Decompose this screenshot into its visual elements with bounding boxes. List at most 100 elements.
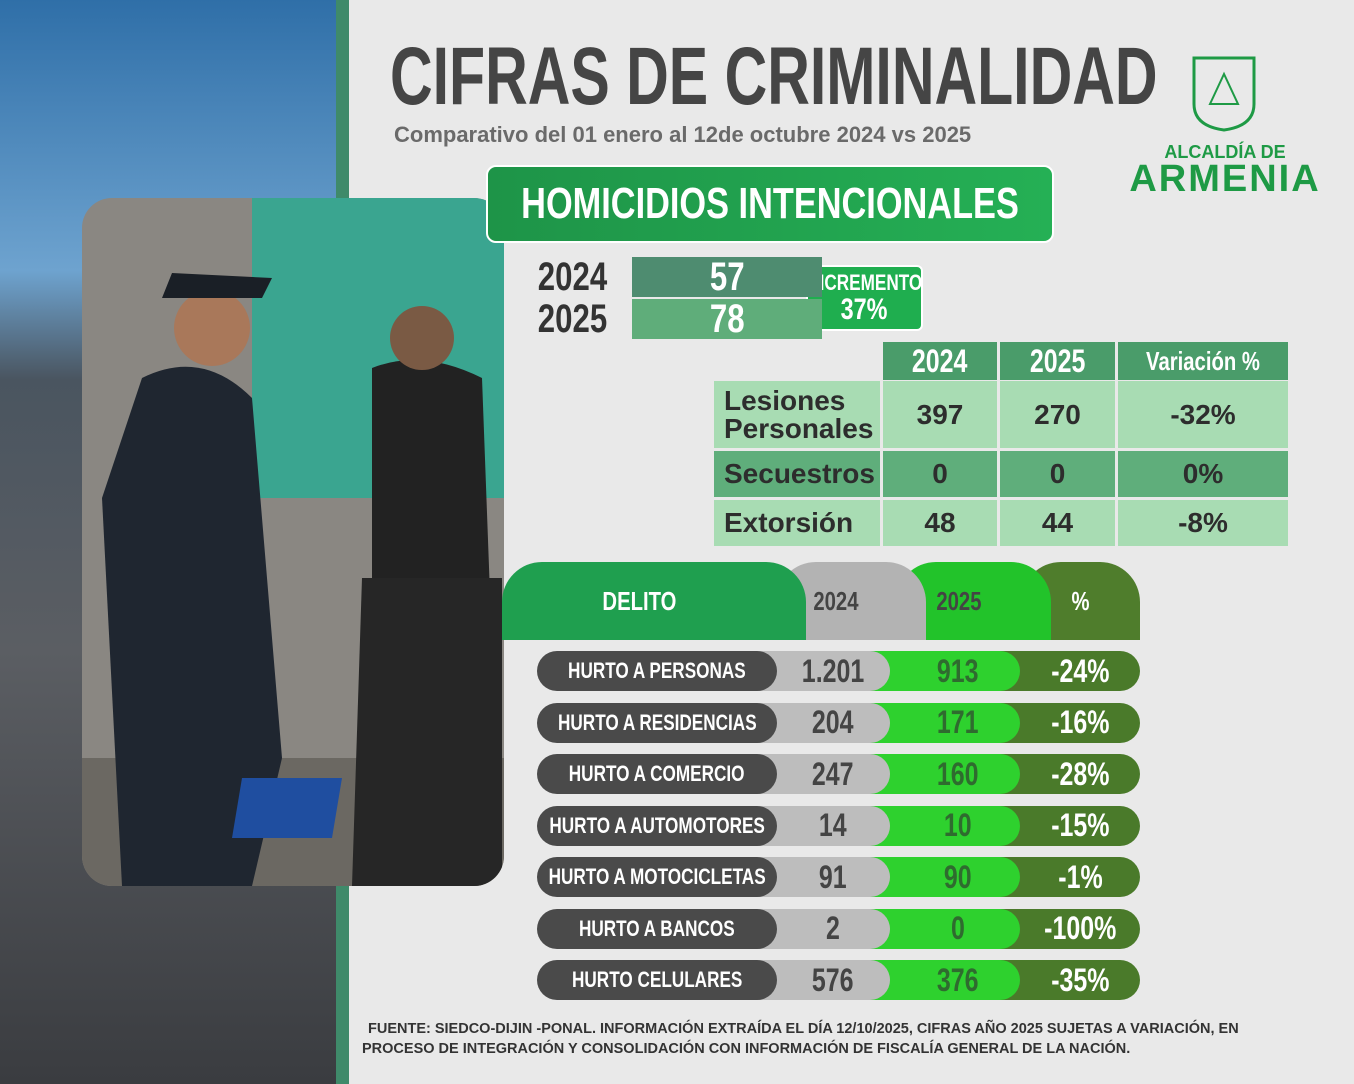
delitos-cell-text: 14	[819, 807, 847, 843]
delitos-cell: -28%	[995, 754, 1140, 794]
value-text: 78	[709, 296, 745, 341]
summary-cell-text: -8%	[1178, 507, 1228, 538]
delitos-cell: 0	[870, 908, 1020, 949]
delitos-cell: 91	[750, 857, 890, 897]
title: CIFRAS DE CRIMINALIDAD	[390, 31, 1158, 122]
delitos-cell: HURTO CELULARES	[537, 960, 777, 1000]
delitos-cell-text: 913	[937, 652, 979, 689]
summary-cell: 0%	[1118, 451, 1288, 497]
delitos-header-text: 2024	[813, 585, 859, 616]
summary-cell: 0	[1000, 451, 1115, 497]
delitos-header-text: DELITO	[601, 585, 676, 616]
summary-header: 2025	[1000, 342, 1115, 380]
delitos-cell-text: -15%	[1051, 807, 1110, 843]
badge-value: 37%	[841, 292, 888, 326]
year: 2025	[522, 296, 622, 341]
year-text: 2025	[537, 296, 607, 341]
delitos-cell-text: HURTO A MOTOCICLETAS	[548, 864, 766, 889]
summary-cell-text: Secuestros	[724, 458, 875, 489]
summary-cell: Lesiones Personales	[714, 381, 880, 448]
delitos-cell: 160	[870, 754, 1020, 794]
delitos-cell-text: 10	[944, 807, 972, 843]
delitos-header-text: 2025	[935, 585, 982, 616]
delitos-cell: -100%	[995, 908, 1140, 949]
footer: FUENTE: SIEDCO-DIJIN -PONAL. INFORMACIÓN…	[362, 1021, 1239, 1057]
delitos-cell: 10	[870, 805, 1020, 846]
summary-cell-text: 0	[932, 458, 948, 489]
delitos-cell-text: HURTO A BANCOS	[579, 915, 735, 941]
delitos-cell: 171	[870, 702, 1020, 743]
delitos-cell: 2	[750, 908, 890, 949]
homicidios-banner: HOMICIDIOS INTENCIONALES	[486, 165, 1054, 243]
logo-line2: ARMENIA	[1129, 157, 1321, 200]
delitos-cell-text: HURTO A RESIDENCIAS	[557, 709, 757, 735]
delitos-cell: HURTO A RESIDENCIAS	[537, 702, 777, 743]
delitos-cell-text: 576	[812, 961, 854, 998]
logo-shield	[1192, 56, 1256, 132]
delitos-cell-text: -28%	[1051, 755, 1110, 792]
badge-label: INCREMENTO	[806, 269, 923, 295]
summary-cell-text: Lesiones Personales	[724, 384, 874, 444]
year-text: 2024	[537, 254, 607, 299]
delitos-cell-text: 204	[812, 704, 854, 740]
subtitle: Comparativo del 01 enero al 12de octubre…	[394, 122, 972, 147]
summary-header: Variación %	[1118, 342, 1288, 380]
delitos-cell: HURTO A PERSONAS	[537, 651, 777, 691]
delitos-cell-text: -100%	[1044, 910, 1117, 946]
summary-cell-text: 44	[1041, 507, 1074, 538]
summary-cell: Extorsión	[714, 500, 880, 546]
delitos-cell-text: 160	[937, 755, 979, 792]
delitos-cell-text: HURTO A COMERCIO	[569, 761, 745, 786]
summary-cell-text: 48	[924, 507, 956, 538]
delitos-cell-text: -24%	[1051, 652, 1110, 689]
summary-cell: 44	[1000, 500, 1115, 546]
delitos-cell-text: 1.201	[801, 652, 865, 689]
photo	[82, 198, 504, 886]
summary-cell-text: 0%	[1182, 458, 1224, 489]
delitos-cell-text: 90	[944, 858, 972, 895]
delitos-cell-text: HURTO CELULARES	[571, 967, 743, 992]
delitos-cell-text: -35%	[1051, 961, 1110, 998]
delitos-cell-text: 247	[812, 755, 854, 792]
delitos-cell-text: HURTO A PERSONAS	[568, 658, 746, 683]
delitos-cell-text: 2	[826, 910, 840, 946]
delitos-cell: HURTO A BANCOS	[537, 908, 777, 949]
delitos-cell-text: 171	[937, 704, 979, 740]
summary-cell-text: 397	[916, 398, 964, 430]
value: 57	[632, 254, 822, 299]
value-text: 57	[709, 254, 745, 299]
summary-cell: -8%	[1118, 500, 1288, 546]
delitos-cell-text: HURTO A AUTOMOTORES	[549, 812, 765, 838]
summary-header: 2024	[883, 342, 997, 380]
summary-cell: 270	[1000, 381, 1115, 448]
summary-cell-text: 270	[1034, 398, 1081, 430]
delitos-cell: HURTO A MOTOCICLETAS	[537, 857, 777, 897]
delitos-cell-text: 376	[937, 961, 979, 998]
summary-cell: -32%	[1118, 381, 1288, 448]
summary-header-text: 2024	[912, 342, 968, 379]
badge: INCREMENTO 37%	[806, 265, 923, 331]
summary-cell-text: Extorsión	[724, 507, 854, 538]
summary-cell-text: -32%	[1170, 398, 1236, 430]
delitos-cell-text: -16%	[1051, 704, 1110, 740]
delitos-header-text: %	[1071, 585, 1090, 616]
delitos-cell: HURTO A COMERCIO	[537, 754, 777, 794]
summary-header-text: Variación %	[1146, 345, 1260, 376]
delitos-cell: 913	[870, 651, 1020, 691]
homicidios-title: HOMICIDIOS INTENCIONALES	[521, 179, 1019, 228]
delitos-cell: 90	[870, 857, 1020, 897]
summary-cell: 48	[883, 500, 997, 546]
delitos-cell: 376	[870, 960, 1020, 1000]
summary-cell: Secuestros	[714, 451, 880, 497]
delitos-header: DELITO	[502, 562, 806, 640]
summary-cell-text: 0	[1049, 458, 1066, 489]
summary-cell: 397	[883, 381, 997, 448]
summary-cell: 0	[883, 451, 997, 497]
logo-line1: ALCALDÍA DE	[1164, 141, 1286, 162]
year: 2024	[522, 254, 622, 299]
delitos-cell-text: 0	[951, 910, 965, 946]
value: 78	[632, 296, 822, 341]
summary-header-text: 2025	[1029, 342, 1086, 379]
delitos-cell: HURTO A AUTOMOTORES	[537, 805, 777, 846]
